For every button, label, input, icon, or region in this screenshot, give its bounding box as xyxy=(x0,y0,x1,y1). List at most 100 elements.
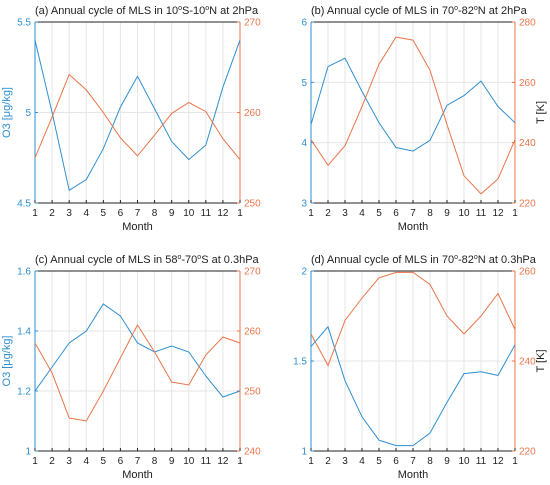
x-tick-label: 5 xyxy=(101,208,107,219)
x-tick-label: 1 xyxy=(32,208,38,219)
x-tick-label: 12 xyxy=(492,208,504,219)
y-tick-label-left: 3 xyxy=(301,199,307,210)
x-axis-label: Month xyxy=(122,469,153,481)
x-tick-label: 7 xyxy=(135,208,141,219)
x-tick-label: 6 xyxy=(118,456,124,467)
y-tick-label-left: 4.5 xyxy=(17,199,31,210)
title-segment: (a) Annual cycle of MLS in 10 xyxy=(35,5,178,17)
y-tick-label-right: 240 xyxy=(519,357,536,368)
y-tick-label-left: 1.6 xyxy=(17,267,31,278)
title-degree-superscript: o xyxy=(205,5,209,12)
chart-title: (c) Annual cycle of MLS in 58o-70oS at 0… xyxy=(35,254,260,266)
y-tick-label-left: 1 xyxy=(25,447,31,458)
x-tick-label: 7 xyxy=(410,456,416,467)
title-segment: -82 xyxy=(458,254,474,266)
y-tick-label-left: 1 xyxy=(301,447,307,458)
x-tick-label: 10 xyxy=(183,456,195,467)
title-degree-superscript: o xyxy=(178,5,182,12)
x-tick-label: 2 xyxy=(325,208,331,219)
x-tick-label: 8 xyxy=(152,208,158,219)
title-segment: -70 xyxy=(181,254,197,266)
y-axis-label-right: T [K] xyxy=(535,349,547,372)
title-degree-superscript: o xyxy=(177,254,181,261)
title-segment: -82 xyxy=(458,5,474,17)
x-tick-label: 7 xyxy=(135,456,141,467)
x-tick-label: 1 xyxy=(512,456,518,467)
x-tick-label: 9 xyxy=(444,208,450,219)
y-tick-label-right: 260 xyxy=(244,327,261,338)
temperature-series-line xyxy=(34,323,241,422)
y-tick-label-right: 270 xyxy=(244,267,261,278)
y-tick-label-left: 5.5 xyxy=(17,18,31,29)
title-degree-superscript: o xyxy=(197,254,201,261)
x-tick-label: 5 xyxy=(101,456,107,467)
y-tick-label-right: 240 xyxy=(244,447,261,458)
x-tick-label: 2 xyxy=(49,208,55,219)
y-tick-label-left: 1.5 xyxy=(293,357,307,368)
x-tick-label: 9 xyxy=(169,456,175,467)
y-tick-label-left: 2 xyxy=(301,267,307,278)
title-degree-superscript: o xyxy=(454,254,458,261)
x-tick-label: 12 xyxy=(217,208,229,219)
x-tick-label: 4 xyxy=(83,208,89,219)
y-axis-label-left: O3 [μg/kg] xyxy=(1,87,13,138)
x-tick-label: 10 xyxy=(458,456,470,467)
title-degree-superscript: o xyxy=(474,254,478,261)
chart-panel-c: 1 2 3 4 5 6 7 8 9 10 11 12 111.21.41.6240250260270Mo… xyxy=(1,254,261,481)
temperature-series-line xyxy=(34,73,241,160)
x-tick-label: 3 xyxy=(66,208,72,219)
y-tick-label-left: 1.4 xyxy=(17,327,31,338)
title-segment: S at 0.3hPa xyxy=(201,254,259,266)
chart-panel-a: 1 2 3 4 5 6 7 8 9 10 11 12 14.555.5250260270MonthO3 … xyxy=(1,5,261,233)
title-segment: N at 0.3hPa xyxy=(478,254,537,266)
title-segment: (d) Annual cycle of MLS in 70 xyxy=(311,254,454,266)
x-tick-label: 5 xyxy=(376,456,382,467)
x-tick-label: 3 xyxy=(342,456,348,467)
x-tick-label: 6 xyxy=(118,208,124,219)
x-tick-label: 1 xyxy=(32,456,38,467)
x-tick-label: 6 xyxy=(393,456,399,467)
title-degree-superscript: o xyxy=(454,5,458,12)
x-tick-label: 4 xyxy=(359,208,365,219)
x-axis-label: Month xyxy=(398,469,429,481)
y-tick-label-right: 250 xyxy=(244,387,261,398)
x-tick-label: 6 xyxy=(393,208,399,219)
title-segment: S-10 xyxy=(182,5,205,17)
x-tick-label: 8 xyxy=(427,456,433,467)
y-tick-label-right: 280 xyxy=(519,18,536,29)
x-tick-label: 1 xyxy=(512,208,518,219)
title-segment: N at 2hPa xyxy=(478,5,528,17)
x-tick-label: 1 xyxy=(308,208,314,219)
y-tick-label-right: 250 xyxy=(244,199,261,210)
y-tick-label-right: 220 xyxy=(519,199,536,210)
y-tick-label-left: 5 xyxy=(301,78,307,89)
chart-title: (b) Annual cycle of MLS in 70o-82oN at 2… xyxy=(311,5,528,17)
x-tick-label: 2 xyxy=(49,456,55,467)
y-tick-label-left: 6 xyxy=(301,18,307,29)
title-segment: (c) Annual cycle of MLS in 58 xyxy=(35,254,177,266)
x-tick-label: 5 xyxy=(376,208,382,219)
x-tick-label: 12 xyxy=(492,456,504,467)
x-tick-label: 3 xyxy=(66,456,72,467)
x-tick-label: 10 xyxy=(183,208,195,219)
o3-series-line xyxy=(310,57,516,152)
x-tick-label: 12 xyxy=(217,456,229,467)
y-tick-label-left: 1.2 xyxy=(17,387,31,398)
x-tick-label: 3 xyxy=(342,208,348,219)
x-tick-label: 11 xyxy=(476,456,487,467)
x-tick-label: 9 xyxy=(169,208,175,219)
title-segment: (b) Annual cycle of MLS in 70 xyxy=(311,5,454,17)
x-tick-label: 11 xyxy=(476,208,487,219)
x-tick-label: 8 xyxy=(427,208,433,219)
x-tick-label: 1 xyxy=(308,456,314,467)
x-tick-label: 1 xyxy=(237,208,243,219)
x-tick-label: 11 xyxy=(201,208,212,219)
chart-title: (d) Annual cycle of MLS in 70o-82oN at 0… xyxy=(311,254,537,266)
title-segment: N at 2hPa xyxy=(209,5,259,17)
y-tick-label-right: 260 xyxy=(519,267,536,278)
x-tick-label: 4 xyxy=(359,456,365,467)
x-axis-label: Month xyxy=(398,221,429,233)
